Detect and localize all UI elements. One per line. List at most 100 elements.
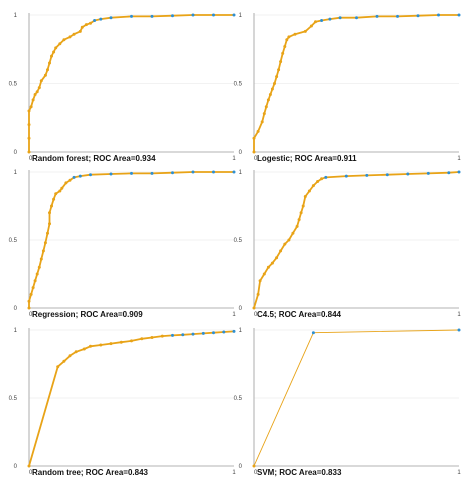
roc-point (46, 231, 49, 235)
roc-point (74, 350, 78, 354)
panel-caption: Random forest; ROC Area=0.934 (32, 154, 156, 163)
roc-point (303, 29, 307, 33)
roc-point (48, 61, 51, 65)
roc-panel-3: 0 0.5 1 0 1 Regression; ROC Area=0.909 (9, 170, 236, 319)
roc-point (27, 464, 31, 468)
roc-point (324, 175, 328, 179)
roc-point (37, 265, 41, 269)
roc-point (33, 279, 37, 283)
roc-point (447, 171, 451, 175)
roc-point (84, 23, 88, 27)
roc-point (252, 464, 256, 468)
roc-point (270, 261, 274, 265)
roc-point (27, 299, 31, 303)
roc-point (191, 13, 195, 17)
roc-point (35, 90, 39, 94)
roc-point (56, 365, 60, 369)
roc-point (93, 19, 97, 22)
roc-point (212, 331, 215, 335)
roc-point (31, 286, 35, 290)
panel-caption: Logestic; ROC Area=0.911 (257, 154, 357, 163)
roc-point (29, 105, 33, 109)
roc-point (171, 171, 174, 175)
roc-point (396, 14, 399, 18)
roc-point (31, 98, 35, 102)
roc-point (283, 45, 287, 48)
roc-point (273, 82, 276, 85)
roc-point (301, 204, 305, 208)
roc-point (316, 180, 320, 183)
roc-point (99, 343, 103, 347)
roc-point (89, 173, 92, 177)
roc-point (252, 136, 256, 140)
roc-point (338, 16, 342, 20)
roc-point (46, 68, 49, 72)
roc-point (258, 279, 262, 283)
roc-point (303, 195, 307, 198)
x-tick-label: 0 (254, 312, 258, 318)
x-tick-label: 1 (457, 156, 461, 162)
roc-point (50, 54, 53, 58)
panel-caption: Random tree; ROC Area=0.843 (32, 468, 149, 477)
y-tick-label: 1 (14, 328, 18, 334)
roc-point (437, 13, 440, 17)
roc-point (171, 333, 174, 337)
roc-point (260, 120, 264, 124)
x-tick-label: 1 (457, 470, 461, 476)
roc-point (29, 292, 33, 296)
y-tick-label: 1 (239, 170, 243, 176)
roc-point (328, 17, 332, 21)
roc-point (160, 334, 164, 338)
roc-point (43, 73, 47, 77)
y-tick-label: 0 (239, 464, 243, 470)
roc-point (191, 332, 195, 336)
roc-point (89, 21, 92, 25)
y-tick-label: 1 (239, 13, 243, 19)
roc-point (48, 222, 51, 226)
roc-point (37, 86, 41, 90)
roc-point (365, 173, 369, 177)
roc-point (212, 13, 215, 17)
x-tick-label: 1 (232, 470, 236, 476)
roc-point (54, 192, 58, 196)
panel-caption: C4.5; ROC Area=0.844 (257, 310, 342, 319)
y-tick-label: 0.5 (9, 238, 18, 244)
roc-point (299, 211, 303, 215)
roc-point (266, 98, 270, 102)
roc-point (150, 336, 154, 339)
roc-point (287, 35, 291, 39)
roc-point (191, 170, 195, 174)
roc-point (314, 20, 317, 24)
y-tick-label: 0 (14, 150, 18, 156)
roc-point (58, 42, 62, 46)
roc-point (78, 29, 82, 33)
roc-point (72, 175, 76, 179)
y-tick-label: 1 (14, 13, 18, 19)
roc-point (27, 150, 31, 154)
roc-point (270, 87, 274, 91)
roc-point (52, 197, 56, 201)
x-tick-label: 0 (29, 470, 33, 476)
roc-point (27, 109, 31, 113)
roc-point (232, 329, 236, 333)
roc-point (41, 249, 45, 253)
roc-point (68, 354, 72, 358)
roc-point (109, 342, 113, 346)
roc-point (68, 178, 72, 182)
roc-point (171, 14, 174, 18)
roc-point (72, 32, 76, 36)
roc-point (222, 330, 226, 334)
y-tick-label: 0.5 (234, 396, 243, 402)
roc-point (281, 51, 285, 55)
roc-point (457, 13, 461, 17)
roc-point (80, 25, 84, 29)
roc-point (275, 256, 279, 260)
roc-point (109, 16, 113, 20)
roc-point (285, 38, 289, 42)
roc-point (309, 24, 313, 28)
y-tick-label: 0.5 (234, 82, 243, 88)
roc-point (150, 14, 154, 18)
roc-point (119, 340, 123, 344)
roc-panel-5: 0 0.5 1 0 1 Random tree; ROC Area=0.843 (9, 328, 236, 477)
